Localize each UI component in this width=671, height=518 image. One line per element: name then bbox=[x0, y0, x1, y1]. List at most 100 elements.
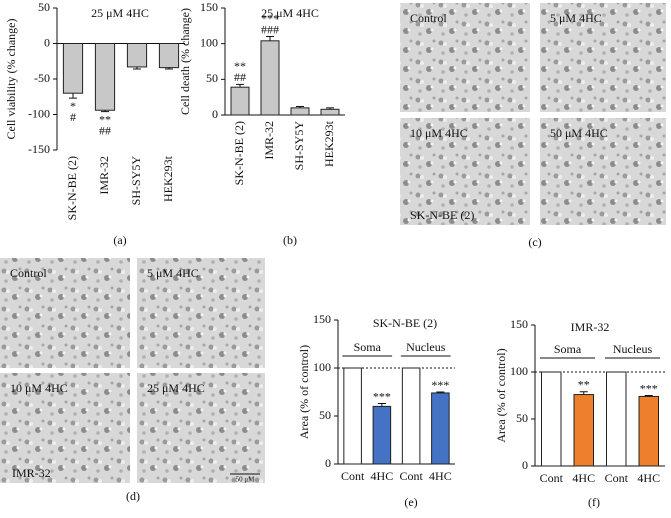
error-bar bbox=[296, 105, 304, 108]
y-tick-label: 50 bbox=[319, 408, 331, 422]
y-tick-label: 0 bbox=[44, 35, 50, 49]
y-tick-label: 50 bbox=[206, 71, 218, 85]
group-label: Soma bbox=[354, 340, 382, 354]
y-tick-label: 100 bbox=[510, 364, 528, 378]
y-axis-label: Area (% of control) bbox=[494, 348, 508, 442]
micrograph bbox=[540, 3, 666, 112]
scale-bar-label: 50 μM bbox=[236, 476, 256, 484]
error-bar bbox=[326, 107, 334, 110]
error-bar bbox=[236, 83, 244, 88]
y-tick-label: 0 bbox=[325, 456, 331, 470]
bar bbox=[638, 395, 659, 467]
image-caption: IMR-32 bbox=[12, 466, 51, 480]
error-bar bbox=[69, 93, 77, 99]
significance-label: *** bbox=[431, 378, 449, 392]
image-label: 50 μM 4HC bbox=[550, 126, 608, 140]
image-label: 10 μM 4HC bbox=[10, 381, 68, 395]
chart-title: 25 μM 4HC bbox=[261, 6, 319, 20]
image-label: Control bbox=[410, 11, 447, 25]
panel-label: (a) bbox=[113, 233, 126, 247]
group-label: Nucleus bbox=[406, 340, 446, 354]
x-tick-label: HEK293t bbox=[161, 155, 175, 202]
error-bar bbox=[165, 67, 173, 70]
bar bbox=[573, 394, 594, 467]
significance-label: *** bbox=[261, 11, 279, 25]
y-axis-label: Area (% of control) bbox=[297, 345, 311, 439]
y-tick-label: 100 bbox=[313, 360, 331, 374]
x-tick-label: SH-SY5Y bbox=[292, 121, 306, 171]
significance-label: ## bbox=[234, 70, 246, 84]
y-axis-label: Cell death (% change) bbox=[178, 8, 192, 115]
y-tick-label: 0 bbox=[522, 458, 528, 472]
bar bbox=[431, 392, 450, 465]
x-tick-label: 4HC bbox=[429, 469, 452, 483]
significance-label: * bbox=[70, 99, 76, 113]
panel-label: (e) bbox=[404, 495, 417, 509]
micrograph bbox=[137, 258, 265, 368]
micrograph bbox=[137, 373, 265, 483]
bar bbox=[62, 43, 84, 94]
image-label: Control bbox=[10, 266, 47, 280]
bar bbox=[541, 371, 562, 467]
y-tick-label: -50 bbox=[34, 71, 50, 85]
significance-label: ** bbox=[234, 59, 246, 73]
x-tick-label: HEK293t bbox=[322, 120, 336, 167]
micrograph bbox=[0, 373, 130, 483]
image-label: 10 μM 4HC bbox=[410, 126, 468, 140]
bar bbox=[260, 40, 280, 116]
image-label: 25 μM 4HC bbox=[147, 381, 205, 395]
panel-label: (d) bbox=[126, 489, 140, 503]
bar bbox=[126, 43, 148, 68]
y-tick-label: 50 bbox=[38, 0, 50, 14]
error-bar bbox=[644, 395, 653, 397]
x-tick-label: SK-N-BE (2) bbox=[65, 156, 79, 220]
x-tick-label: 4HC bbox=[637, 471, 660, 485]
chart-title: IMR-32 bbox=[571, 320, 610, 334]
significance-label: # bbox=[70, 110, 76, 124]
x-tick-label: SK-N-BE (2) bbox=[232, 121, 246, 185]
x-tick-label: IMR-32 bbox=[262, 121, 276, 160]
significance-label: ## bbox=[99, 123, 111, 137]
chart-title: 25 μM 4HC bbox=[91, 6, 149, 20]
bar bbox=[94, 43, 116, 111]
y-tick-label: 0 bbox=[212, 107, 218, 121]
error-bar bbox=[133, 66, 141, 70]
micrograph bbox=[0, 258, 130, 368]
x-tick-label: Cont bbox=[605, 471, 629, 485]
bar bbox=[158, 43, 180, 69]
bar bbox=[401, 367, 421, 465]
micrograph bbox=[540, 118, 666, 225]
error-bar bbox=[266, 36, 274, 41]
error-bar bbox=[579, 391, 588, 395]
group-label: Soma bbox=[554, 342, 582, 356]
y-axis-label: Cell viability (% change) bbox=[4, 19, 18, 140]
y-tick-label: -100 bbox=[28, 106, 50, 120]
bar bbox=[230, 86, 250, 116]
significance-label: *** bbox=[640, 381, 658, 395]
y-tick-label: 50 bbox=[516, 411, 528, 425]
image-label: 5 μM 4HC bbox=[147, 266, 199, 280]
significance-label: ### bbox=[261, 22, 279, 36]
bar bbox=[320, 108, 340, 116]
chart-title: SK-N-BE (2) bbox=[373, 316, 437, 330]
panel-label: (c) bbox=[528, 235, 541, 249]
bar bbox=[372, 405, 392, 465]
significance-label: ** bbox=[99, 112, 111, 126]
error-bar bbox=[377, 403, 386, 407]
x-tick-label: SH-SY5Y bbox=[129, 156, 143, 206]
group-label: Nucleus bbox=[613, 342, 653, 356]
image-label: 5 μM 4HC bbox=[550, 11, 602, 25]
error-bar bbox=[101, 110, 109, 113]
y-tick-label: 150 bbox=[313, 312, 331, 326]
panel-label: (f) bbox=[588, 495, 600, 509]
significance-label: ** bbox=[578, 377, 590, 391]
x-tick-label: 4HC bbox=[572, 471, 595, 485]
x-tick-label: Cont bbox=[341, 469, 365, 483]
bar bbox=[606, 371, 627, 467]
y-tick-label: 100 bbox=[200, 35, 218, 49]
micrograph bbox=[400, 118, 530, 225]
x-tick-label: 4HC bbox=[371, 469, 394, 483]
y-tick-label: 150 bbox=[200, 0, 218, 14]
x-tick-label: IMR-32 bbox=[97, 156, 111, 195]
